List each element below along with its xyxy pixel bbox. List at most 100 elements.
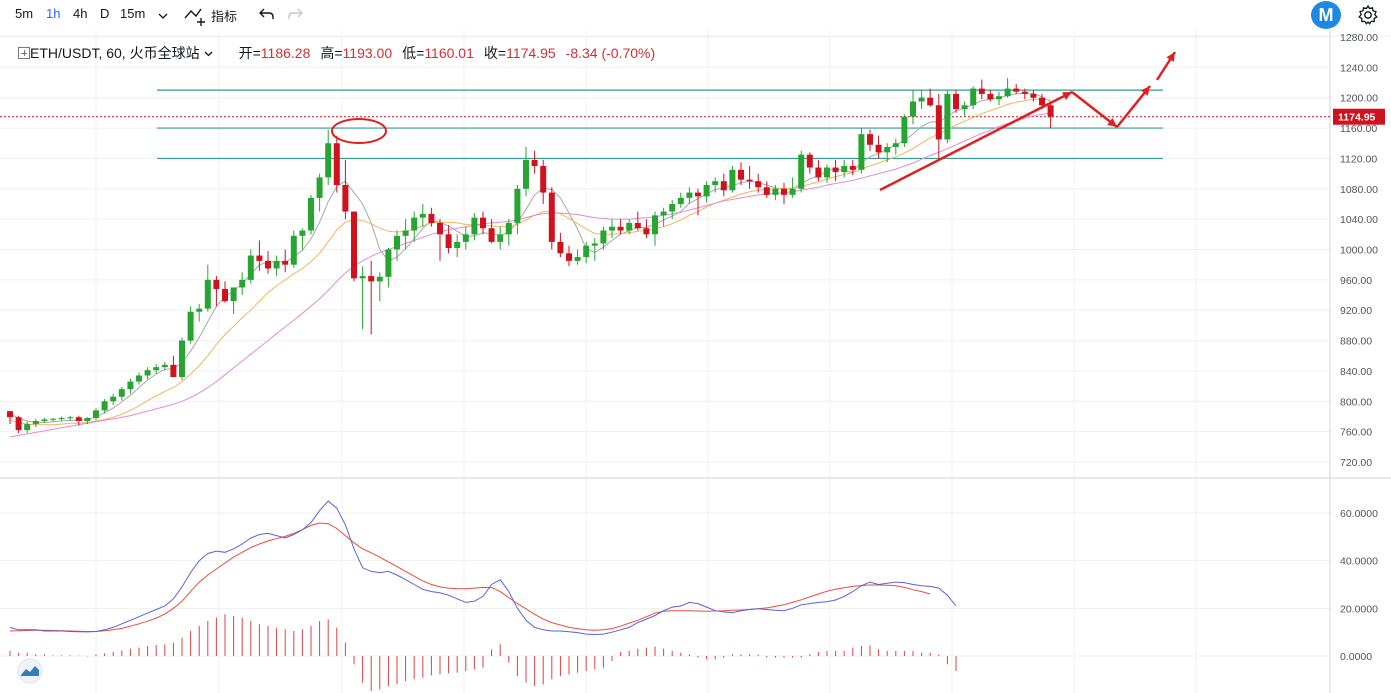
candle <box>901 114 908 148</box>
candle <box>359 266 366 330</box>
candle <box>222 281 228 303</box>
redo-icon[interactable] <box>286 6 304 27</box>
interval-4h[interactable]: 4h <box>73 6 88 21</box>
candle-body <box>32 421 39 425</box>
candle <box>944 90 951 144</box>
candle-body <box>867 134 873 145</box>
arrow-rebound <box>1116 85 1151 128</box>
arrow-target <box>1155 51 1177 81</box>
arrow-shaft <box>1071 91 1118 128</box>
arrow-up-trend <box>879 90 1073 192</box>
high-label: 高= <box>320 45 343 61</box>
candle <box>1021 88 1028 100</box>
indicators-icon[interactable] <box>183 4 209 31</box>
macd-tick-label: 60.0000 <box>1340 508 1378 520</box>
candle <box>695 188 701 216</box>
candle-body <box>858 134 865 170</box>
pane-toggle-icon <box>17 658 43 684</box>
interval-15m[interactable]: 15m <box>120 6 146 21</box>
candle-body <box>755 181 762 188</box>
ma-mid-line <box>9 98 1051 426</box>
candle <box>376 272 383 302</box>
last-price-bg <box>1333 108 1385 125</box>
candle-body <box>58 417 65 419</box>
candle-body <box>333 143 340 185</box>
macd-dif-line <box>9 500 957 636</box>
ma-long-line <box>9 112 1051 438</box>
candle <box>41 417 48 423</box>
price-tick-label: 1240.00 <box>1340 62 1378 74</box>
symbol-title[interactable]: ETH/USDT, 60, 火币全球站 <box>30 45 200 61</box>
candle-body <box>746 179 753 182</box>
candle <box>772 184 779 201</box>
candle <box>136 372 142 385</box>
candle-body <box>824 167 830 178</box>
candle-body <box>170 364 177 377</box>
candle <box>127 378 134 394</box>
price-tick-label: 1040.00 <box>1340 214 1378 226</box>
candle-body <box>299 230 306 236</box>
candle <box>1030 90 1037 102</box>
candle <box>497 226 504 250</box>
candle <box>566 245 572 267</box>
candle-body <box>505 222 512 235</box>
ma-short-line <box>9 92 1051 423</box>
candle-body <box>230 287 237 302</box>
chevron-down-icon[interactable] <box>158 8 168 26</box>
candle-body <box>480 217 486 229</box>
price-tick-label: 1120.00 <box>1340 153 1377 165</box>
candle-body <box>591 243 598 246</box>
candle-body <box>961 105 968 110</box>
candle-body <box>256 255 263 261</box>
candle <box>161 361 168 371</box>
candle-body <box>609 226 615 231</box>
candle <box>927 88 934 107</box>
price-tick-label: 1000.00 <box>1340 245 1378 257</box>
gear-icon[interactable] <box>1357 4 1379 31</box>
candle-body <box>1004 88 1011 97</box>
candle <box>824 164 830 183</box>
candle <box>910 90 916 125</box>
candle-body <box>419 213 426 218</box>
candle-body <box>660 211 667 216</box>
candle <box>402 219 409 250</box>
candle-body <box>789 188 796 195</box>
candle <box>591 238 598 261</box>
candle-body <box>127 381 134 390</box>
indicators-button[interactable]: 指标 <box>211 9 238 24</box>
candle-body <box>523 159 529 189</box>
candle-body <box>677 197 684 204</box>
macd-tick-label: 20.0000 <box>1340 603 1378 615</box>
candle <box>634 211 641 231</box>
interval-5m[interactable]: 5m <box>15 6 34 21</box>
candle <box>488 219 495 244</box>
chevron-down-icon[interactable] <box>204 45 213 61</box>
candle-body <box>222 288 228 302</box>
candle-body <box>1021 91 1028 94</box>
candle <box>540 159 547 204</box>
candle <box>583 241 590 264</box>
candle-body <box>110 396 117 402</box>
candle <box>669 200 676 220</box>
candle-body <box>910 101 916 117</box>
candle-body <box>136 375 142 382</box>
collapse-icon[interactable] <box>18 47 30 59</box>
candle-body <box>720 181 727 191</box>
candle-body <box>987 93 994 100</box>
candle <box>204 264 211 312</box>
candle <box>643 219 650 239</box>
candle <box>110 393 117 406</box>
brand-logo: M <box>1311 1 1341 29</box>
price-axis[interactable]: 1280.00 1240.00 1200.00 1160.00 1120.00 1080.… <box>1333 32 1385 663</box>
candle <box>118 386 125 401</box>
undo-icon[interactable] <box>258 6 276 27</box>
candle <box>316 173 323 212</box>
interval-d[interactable]: D <box>100 6 110 21</box>
candle-body <box>548 192 555 242</box>
close-label: 收= <box>483 45 507 61</box>
candle-body <box>497 234 504 242</box>
price-tick-label: 800.00 <box>1340 396 1372 408</box>
candle-body <box>342 184 349 212</box>
interval-1h[interactable]: 1h <box>46 6 61 21</box>
